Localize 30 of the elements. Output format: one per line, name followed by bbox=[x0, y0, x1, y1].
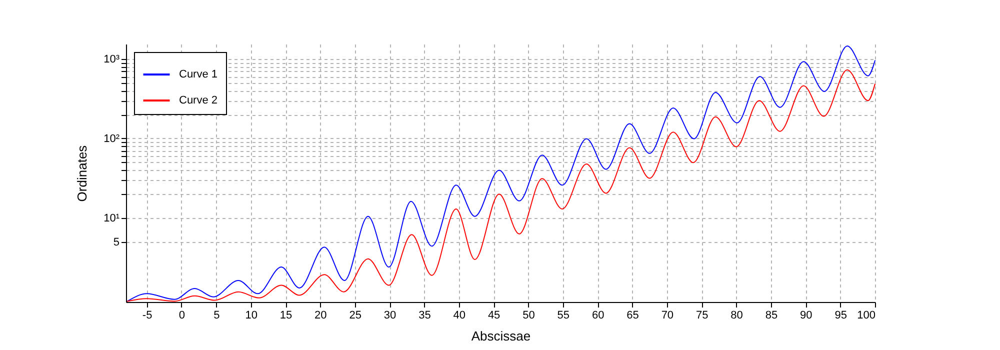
legend-label: Curve 1 bbox=[179, 68, 218, 80]
y-axis-title: Ordinates bbox=[74, 144, 90, 202]
x-tick-label: 45 bbox=[488, 310, 500, 322]
x-tick-label: 30 bbox=[384, 310, 396, 322]
x-tick-label: 15 bbox=[280, 310, 292, 322]
x-tick-label: 0 bbox=[178, 310, 186, 322]
x-tick-label: 35 bbox=[418, 310, 431, 322]
x-tick-label: 75 bbox=[696, 310, 708, 322]
x-tick-label: 100 bbox=[857, 310, 876, 322]
x-tick-label: 50 bbox=[522, 310, 535, 322]
y-tick-label: 10² bbox=[104, 132, 120, 145]
x-tick-label: 25 bbox=[349, 310, 362, 322]
x-tick-label: 40 bbox=[453, 310, 466, 322]
x-tick-label: -5 bbox=[142, 310, 152, 322]
y-tick-label: 10¹ bbox=[104, 212, 120, 225]
x-tick-label: 10 bbox=[245, 310, 258, 322]
x-tick-label: 70 bbox=[661, 310, 674, 322]
x-tick-label: 20 bbox=[314, 310, 327, 322]
x-tick-label: 5 bbox=[214, 310, 220, 322]
y-tick-label: 10³ bbox=[104, 53, 120, 66]
x-tick-label: 80 bbox=[730, 310, 743, 322]
x-tick-label: 55 bbox=[557, 310, 570, 322]
x-tick-label: 95 bbox=[834, 310, 847, 322]
x-tick-label: 90 bbox=[800, 310, 812, 322]
legend-label: Curve 2 bbox=[179, 94, 218, 106]
x-tick-label: 65 bbox=[626, 310, 639, 322]
x-axis-title: Abscissae bbox=[471, 328, 531, 344]
x-tick-label: 60 bbox=[592, 310, 604, 322]
x-tick-label: 85 bbox=[765, 310, 778, 322]
y-tick-label: 5 bbox=[113, 236, 120, 248]
